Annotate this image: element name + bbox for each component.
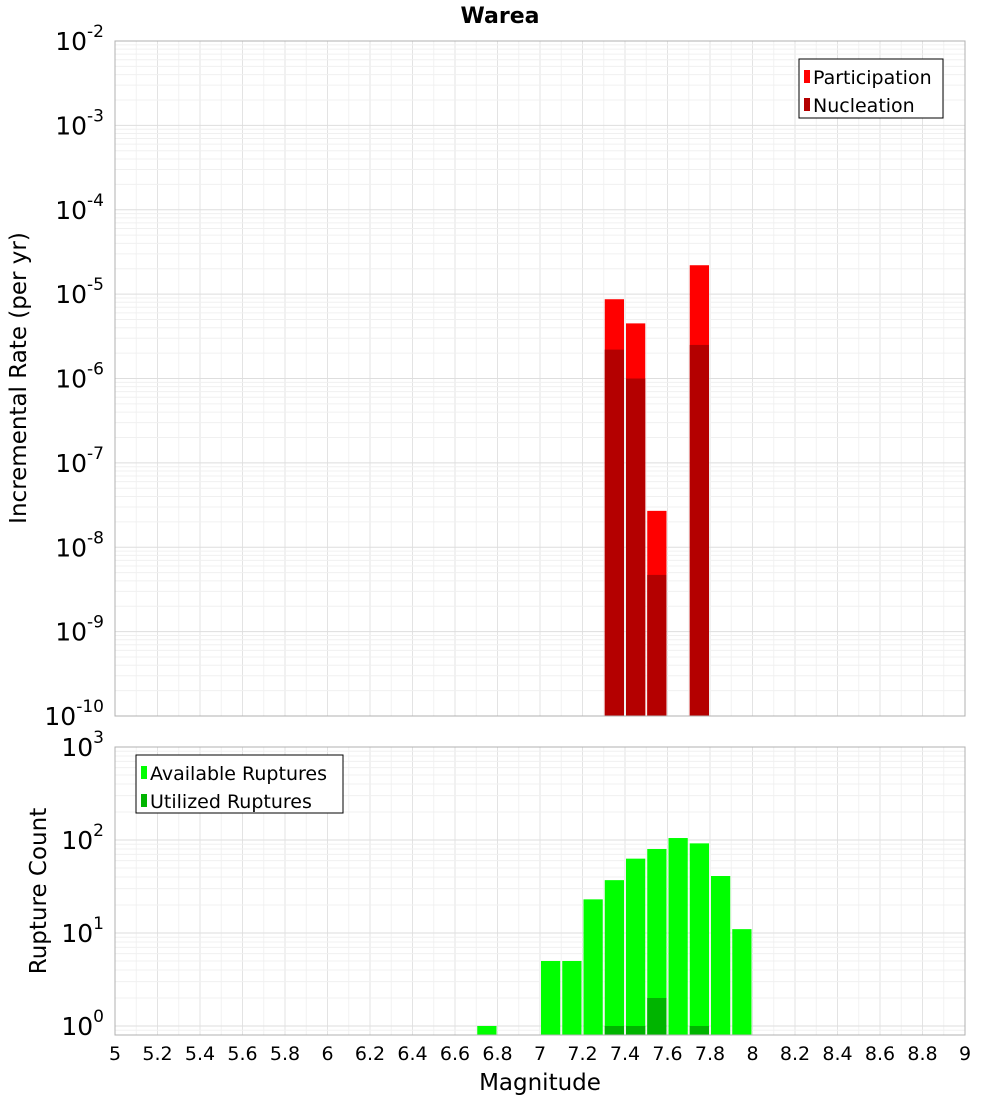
legend-box [798,58,944,119]
bottom-legend: Available Ruptures Utilized Ruptures [135,754,344,814]
y-tick-label: 10-4 [55,191,104,225]
top-legend: Participation Nucleation [798,58,944,119]
x-tick-label: 7 [534,1043,546,1065]
bottom-y-tick-labels: 103 102 101 100 [61,728,104,1041]
bar-available-ruptures-0 [477,1025,497,1035]
y-tick-label: 10-7 [55,444,104,478]
bar-available-ruptures-6 [647,849,667,1035]
top-y-axis-label: Incremental Rate (per yr) [6,232,32,524]
y-tick-label: 10-8 [55,528,104,562]
bar-utilized-ruptures-2 [647,997,667,1035]
x-tick-label: 5 [109,1043,121,1065]
bottom-y-axis-label: Rupture Count [26,808,52,974]
x-tick-label: 6.4 [397,1043,427,1065]
bar-available-ruptures-7 [668,838,688,1035]
y-tick-label: 103 [61,728,104,762]
x-tick-labels: 5 5.2 5.4 5.6 5.8 6 6.2 6.4 6.6 6.8 7 7.2 7.4 7.6 7.8 8… [109,1043,971,1065]
x-tick-label: 8.4 [822,1043,852,1065]
bar-nucleation-0 [604,349,624,716]
top-y-tick-labels: 10-2 10-3 10-4 10-5 10-6 10-7 10-8 10-9 10-10 [44,22,104,731]
x-tick-label: 7.8 [695,1043,725,1065]
top-bars [604,265,709,716]
bar-utilized-ruptures-3 [689,1025,709,1035]
legend-box [135,754,344,814]
bottom-bars [477,838,752,1035]
y-tick-label: 100 [61,1007,104,1041]
x-tick-label: 6.2 [355,1043,385,1065]
x-tick-label: 7.6 [652,1043,682,1065]
y-tick-label: 10-5 [55,275,104,309]
legend-label: Utilized Ruptures [150,791,312,813]
x-tick-label: 7.2 [567,1043,597,1065]
x-tick-label: 8 [746,1043,758,1065]
y-tick-label: 10-9 [55,613,104,647]
x-tick-label: 5.6 [227,1043,257,1065]
x-tick-label: 7.4 [610,1043,640,1065]
y-tick-label: 10-3 [55,106,104,140]
bar-utilized-ruptures-1 [626,1025,646,1035]
bar-available-ruptures-10 [732,929,752,1035]
x-tick-label: 8.8 [907,1043,937,1065]
y-tick-label: 101 [61,914,104,948]
bar-available-ruptures-3 [583,899,603,1035]
legend-swatch [804,98,810,111]
bar-nucleation-2 [647,574,667,716]
y-tick-label: 10-10 [44,697,104,731]
bar-nucleation-3 [689,344,709,716]
x-axis-label: Magnitude [479,1070,601,1096]
bar-utilized-ruptures-0 [604,1025,624,1035]
chart-title: Warea [461,4,540,29]
x-tick-label: 8.2 [780,1043,810,1065]
bottom-plot-frame [114,746,966,1036]
bar-available-ruptures-1 [541,960,561,1035]
legend-swatch [804,70,810,83]
x-tick-label: 9 [959,1043,971,1065]
x-tick-label: 6.6 [440,1043,470,1065]
legend-label: Participation [813,67,932,89]
top-grid [115,41,965,716]
bar-available-ruptures-8 [689,843,709,1035]
bar-nucleation-1 [626,378,646,716]
y-tick-label: 10-2 [55,22,104,56]
bar-available-ruptures-4 [604,880,624,1035]
x-tick-label: 5.4 [185,1043,215,1065]
legend-swatch [141,794,147,807]
top-plot-frame [114,40,966,717]
x-tick-label: 8.6 [865,1043,895,1065]
y-tick-label: 102 [61,821,104,855]
x-tick-label: 5.2 [142,1043,172,1065]
bar-available-ruptures-5 [626,858,646,1035]
legend-swatch [141,766,147,779]
legend-label: Nucleation [813,95,915,117]
x-tick-label: 6.8 [482,1043,512,1065]
y-tick-label: 10-6 [55,360,104,394]
x-tick-label: 6 [321,1043,333,1065]
bar-available-ruptures-9 [711,876,731,1035]
legend-label: Available Ruptures [150,763,327,785]
x-tick-label: 5.8 [270,1043,300,1065]
bar-available-ruptures-2 [562,960,582,1035]
